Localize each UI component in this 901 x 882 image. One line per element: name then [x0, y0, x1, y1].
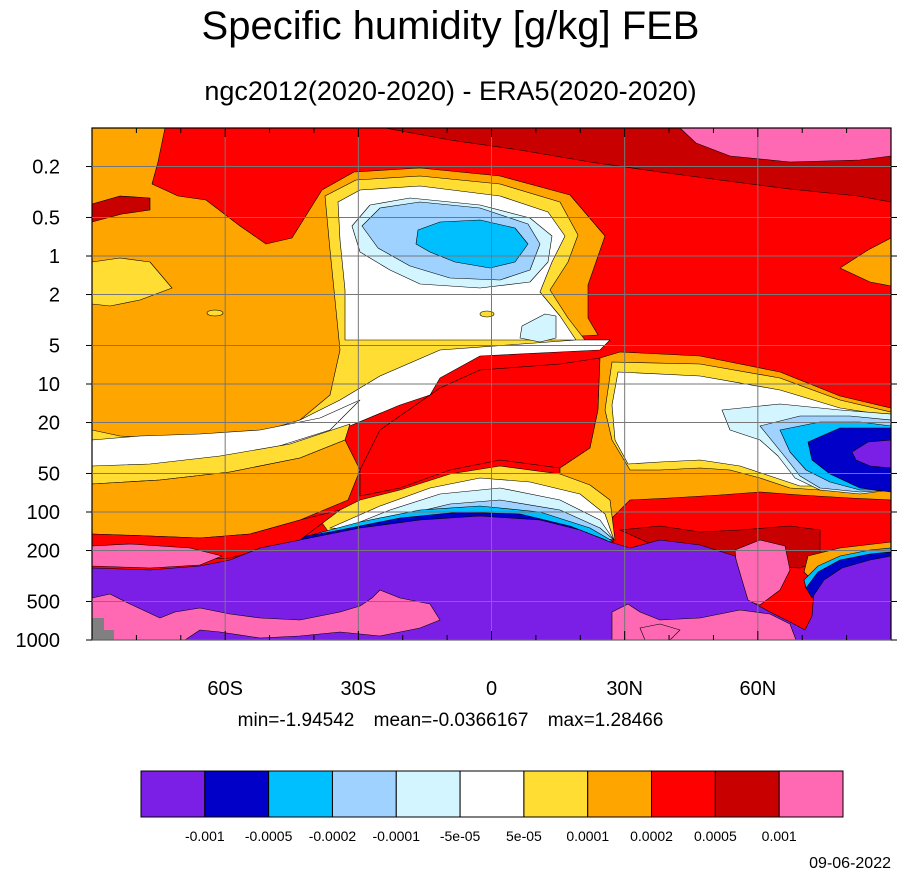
x-tick-label: 0 — [486, 678, 497, 700]
grid-lines — [92, 128, 891, 641]
colorbar-label: 0.0002 — [630, 828, 673, 844]
x-tick-label: 30N — [606, 678, 643, 700]
colorbar-box — [778, 770, 844, 818]
y-tick-label: 5 — [49, 335, 60, 357]
y-tick-label: 20 — [38, 413, 60, 435]
colorbar-box — [204, 770, 270, 818]
colorbar-box — [268, 770, 333, 818]
y-tick-label: 50 — [38, 463, 60, 485]
chart-title: Specific humidity [g/kg] FEB — [201, 4, 700, 48]
colorbar-box — [140, 770, 206, 818]
chart-stats: min=-1.94542 mean=-0.0366167 max=1.28466 — [0, 710, 901, 732]
y-tick-label: 0.2 — [32, 157, 60, 179]
colorbar-label: -0.0005 — [245, 828, 293, 844]
y-tick-label: 200 — [27, 541, 60, 563]
y-tick-label: 1000 — [16, 630, 61, 652]
colorbar-box — [459, 770, 525, 818]
y-tick-label: 2 — [49, 285, 60, 307]
y-tick-label: 500 — [27, 591, 60, 613]
x-tick-label: 30S — [341, 678, 377, 700]
region-pos-001-left — [92, 543, 223, 569]
colorbar-box — [714, 770, 780, 818]
region-pos-001-bump — [639, 623, 681, 640]
colorbar-label: -0.0001 — [373, 828, 421, 844]
region-neg-00002-right-surface — [803, 547, 891, 589]
y-tick-label: 0.5 — [32, 207, 60, 229]
colorbar-box — [331, 770, 397, 818]
region-neg-0001-right — [851, 439, 891, 469]
colorbar-label: 0.001 — [762, 828, 797, 844]
colorbar-label: 5e-05 — [506, 828, 542, 844]
stat-min: min=-1.94542 — [237, 710, 355, 731]
colorbar-label: -0.001 — [185, 828, 225, 844]
y-axis: 0.2 0.5 1 2 5 10 20 50 100 200 500 1000 — [16, 157, 897, 652]
x-axis: 60S 30S 0 30N 60N — [135, 128, 848, 700]
y-tick-label: 1 — [49, 246, 60, 268]
colorbar-label: 0.0001 — [566, 828, 609, 844]
x-tick-label: 60S — [207, 678, 243, 700]
y-tick-label: 10 — [38, 374, 60, 396]
region-pos-001-top — [679, 128, 891, 163]
colorbar-box — [587, 770, 653, 818]
region-pos-0001-right-tongue — [839, 237, 891, 287]
region-neg-000005-small — [519, 313, 557, 343]
colorbar-box — [651, 770, 716, 818]
stat-max: max=1.28466 — [547, 710, 664, 731]
colorbar-box — [523, 770, 589, 818]
colorbar-label: -0.0002 — [309, 828, 357, 844]
region-pos-00005-left — [92, 257, 173, 307]
colorbar-box — [395, 770, 461, 818]
chart-subtitle: ngc2012(2020-2020) - ERA5(2020-2020) — [204, 76, 697, 106]
colorbar-legend: -0.001 -0.0005 -0.0002 -0.0001 -5e-05 5e-05 0.… — [140, 770, 844, 844]
y-tick-label: 100 — [27, 502, 60, 524]
x-tick-label: 60N — [739, 678, 776, 700]
colorbar-label: 0.0005 — [694, 828, 737, 844]
missing-data — [92, 618, 114, 640]
date-stamp: 09-06-2022 — [809, 855, 891, 872]
colorbar-label: -5e-05 — [440, 828, 481, 844]
stat-mean: mean=-0.0366167 — [373, 710, 529, 731]
